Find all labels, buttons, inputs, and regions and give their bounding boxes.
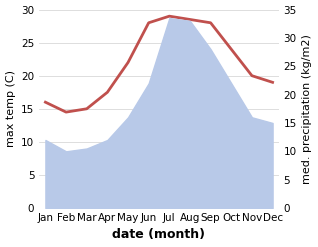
Y-axis label: max temp (C): max temp (C) <box>5 70 16 147</box>
Y-axis label: med. precipitation (kg/m2): med. precipitation (kg/m2) <box>302 34 313 184</box>
X-axis label: date (month): date (month) <box>113 228 205 242</box>
